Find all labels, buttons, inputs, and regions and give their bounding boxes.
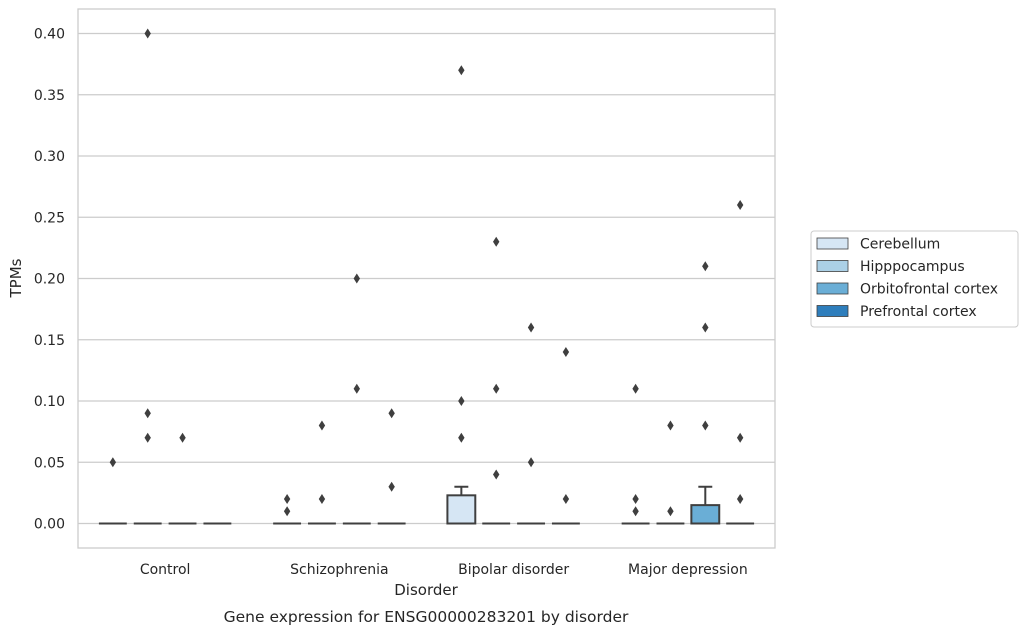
y-tick-label: 0.10: [34, 394, 65, 410]
box-group: [308, 420, 336, 525]
outlier-point: [667, 420, 674, 431]
legend-frame: [810, 230, 1019, 328]
outlier-point: [179, 432, 186, 443]
y-tick-label: 0.35: [34, 88, 65, 104]
box-body: [690, 504, 721, 525]
box-group: [621, 383, 650, 525]
box-group: [517, 322, 545, 525]
legend-swatch: [816, 260, 849, 272]
box-body: [446, 494, 477, 525]
outlier-point: [632, 383, 639, 394]
legend-swatch: [816, 237, 849, 250]
box-group: [482, 236, 511, 525]
chart-caption: Gene expression for ENSG00000283201 by d…: [224, 608, 629, 626]
box-group: [133, 28, 162, 525]
y-tick-label: 0.15: [34, 333, 65, 349]
outlier-point: [493, 383, 500, 394]
outlier-point: [736, 494, 744, 504]
box-group: [273, 494, 302, 525]
box-group: [98, 457, 127, 525]
x-tick-label: Bipolar disorder: [458, 562, 569, 578]
outlier-point: [493, 469, 500, 480]
outlier-point: [388, 408, 395, 419]
y-tick-label: 0.20: [34, 272, 65, 288]
y-tick-label: 0.00: [34, 517, 65, 533]
box-group: [656, 420, 685, 525]
x-tick-label: Control: [140, 562, 191, 578]
outlier-point: [562, 347, 570, 357]
plot-frame: [77, 8, 776, 549]
box-group: [377, 408, 406, 525]
outlier-point: [109, 457, 117, 468]
box-group: [446, 65, 477, 525]
legend-entry: Orbitofrontal cortex: [860, 282, 998, 298]
outlier-point: [353, 273, 360, 284]
legend: Cerebellum Hipppocampus Orbitofrontal cort…: [810, 230, 1019, 328]
outlier-point: [702, 261, 709, 272]
outlier-point: [702, 322, 709, 333]
outlier-point: [702, 420, 709, 431]
outlier-point: [353, 383, 360, 394]
y-axis-label: TPMs: [7, 258, 25, 298]
outlier-point: [318, 494, 326, 504]
outlier-point: [144, 432, 151, 443]
x-tick-label: Major depression: [628, 562, 748, 578]
outlier-point: [144, 28, 151, 39]
y-tick-label: 0.30: [34, 149, 65, 165]
outlier-point: [493, 236, 500, 247]
box-group: [342, 273, 371, 525]
outlier-point: [562, 494, 570, 504]
outlier-point: [144, 408, 151, 419]
outlier-point: [527, 322, 535, 333]
outlier-point: [667, 506, 674, 517]
legend-swatch: [816, 305, 849, 317]
outlier-point: [458, 432, 465, 443]
legend-entry: Hipppocampus: [860, 259, 965, 275]
box-group: [726, 200, 755, 525]
outlier-point: [736, 432, 744, 443]
legend-entry: Cerebellum: [860, 237, 940, 253]
outlier-point: [458, 65, 465, 76]
box-group: [690, 261, 721, 525]
x-axis-label: Disorder: [394, 581, 458, 599]
outlier-point: [632, 494, 639, 504]
legend-swatch: [816, 282, 849, 295]
outlier-point: [527, 457, 535, 468]
legend-entry: Prefrontal cortex: [860, 304, 977, 320]
outlier-point: [283, 494, 291, 504]
outlier-point: [458, 396, 465, 406]
y-tick-label: 0.25: [34, 210, 65, 226]
outlier-point: [736, 200, 744, 210]
outlier-point: [388, 481, 395, 492]
box-group: [551, 347, 580, 525]
y-tick-label: 0.40: [34, 27, 65, 43]
outlier-point: [283, 506, 291, 517]
outlier-point: [632, 506, 639, 517]
box-group: [168, 432, 197, 525]
y-tick-label: 0.05: [34, 455, 65, 471]
outlier-point: [318, 420, 326, 431]
x-tick-label: Schizophrenia: [290, 562, 388, 578]
